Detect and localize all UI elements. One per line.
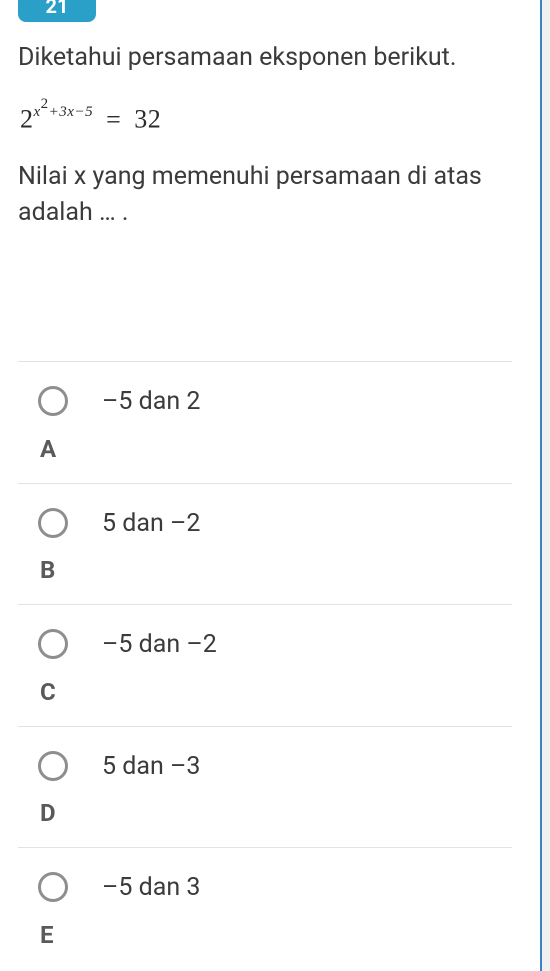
- option-b-letter: B: [40, 556, 102, 584]
- question-block: Diketahui persamaan eksponen berikut. 2x…: [18, 40, 512, 231]
- content-area: 21 Diketahui persamaan eksponen berikut.…: [0, 0, 530, 969]
- equation-equals: =: [106, 105, 121, 134]
- radio-c[interactable]: [38, 629, 68, 659]
- radio-b[interactable]: [38, 508, 68, 538]
- question-number: 21: [46, 0, 69, 18]
- option-d[interactable]: 5 dan –3 D: [18, 726, 512, 848]
- equation-exponent: x2+3x−5: [34, 104, 94, 120]
- viewport: 21 Diketahui persamaan eksponen berikut.…: [0, 0, 550, 971]
- option-e-letter: E: [40, 921, 102, 949]
- scroll-accent-line: [540, 0, 542, 971]
- option-d-text: 5 dan –3: [102, 749, 512, 784]
- exp-var: x: [34, 104, 41, 120]
- option-a-text: –5 dan 2: [102, 384, 512, 419]
- equation: 2x2+3x−5 = 32: [20, 100, 512, 135]
- option-c-text: –5 dan –2: [102, 627, 512, 662]
- option-a-letter: A: [40, 435, 102, 463]
- option-b-text: 5 dan –2: [102, 506, 512, 541]
- option-a[interactable]: –5 dan 2 A: [18, 361, 512, 483]
- option-c[interactable]: –5 dan –2 C: [18, 604, 512, 726]
- equation-rhs: 32: [134, 105, 161, 134]
- radio-a[interactable]: [38, 386, 68, 416]
- scrollbar-vertical[interactable]: [542, 0, 550, 971]
- question-number-badge: 21: [18, 0, 96, 22]
- radio-d[interactable]: [38, 751, 68, 781]
- exp-squared: 2: [41, 96, 49, 112]
- radio-e[interactable]: [38, 872, 68, 902]
- equation-base: 2: [20, 105, 34, 134]
- option-d-letter: D: [40, 799, 102, 827]
- question-line-1: Diketahui persamaan eksponen berikut.: [18, 40, 512, 76]
- options-list: –5 dan 2 A 5 dan –2 B –5 dan –2 C 5 dan …: [18, 361, 512, 969]
- option-e[interactable]: –5 dan 3 E: [18, 847, 512, 969]
- question-line-2: Nilai x yang memenuhi persamaan di atas …: [18, 159, 512, 232]
- option-b[interactable]: 5 dan –2 B: [18, 483, 512, 605]
- exp-rest: +3x−5: [49, 104, 93, 120]
- option-e-text: –5 dan 3: [102, 870, 512, 905]
- option-c-letter: C: [40, 678, 102, 706]
